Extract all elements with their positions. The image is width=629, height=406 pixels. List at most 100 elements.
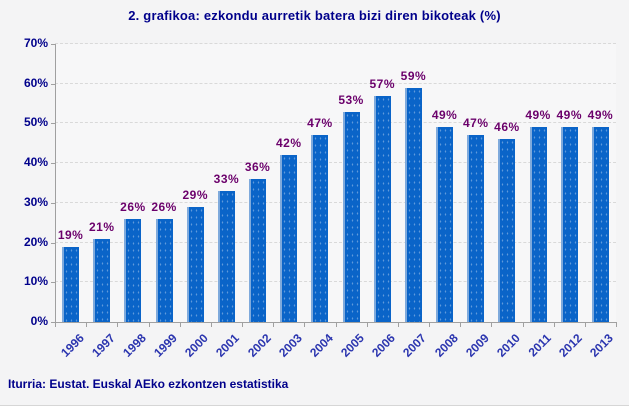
- y-tick-mark: [51, 282, 55, 284]
- x-tick-label: 2006: [369, 331, 399, 360]
- bar-value-label: 49%: [525, 108, 551, 123]
- x-tick-mark: [335, 323, 337, 327]
- x-tick-mark: [179, 323, 181, 327]
- x-tick-label: 1996: [57, 331, 87, 360]
- x-tick-mark: [304, 323, 306, 327]
- x-tick-mark: [553, 323, 555, 327]
- y-tick-mark: [51, 44, 55, 45]
- x-tick-mark: [397, 323, 399, 327]
- y-gridline: [55, 82, 616, 84]
- x-tick-mark: [210, 323, 212, 327]
- plot-area: [55, 44, 616, 322]
- x-tick-label: 2004: [307, 331, 336, 360]
- y-gridline: [55, 43, 616, 44]
- y-tick-mark: [51, 83, 55, 85]
- bar: [498, 139, 516, 322]
- y-tick-label: 70%: [23, 36, 48, 50]
- x-tick-mark: [616, 323, 617, 327]
- x-tick-label: 1997: [88, 331, 118, 360]
- x-tick-mark: [460, 323, 462, 327]
- y-tick-label: 30%: [23, 194, 48, 209]
- x-tick-label: 2011: [525, 331, 554, 360]
- x-tick-label: 2001: [213, 331, 243, 360]
- y-gridline: [55, 122, 616, 124]
- chart-title: 2. grafikoa: ezkondu aurretik batera biz…: [128, 8, 501, 23]
- x-tick-mark: [491, 323, 493, 327]
- y-tick-mark: [51, 163, 55, 165]
- x-tick-mark: [55, 323, 56, 327]
- x-tick-label: 1998: [120, 331, 149, 360]
- bar: [373, 95, 391, 322]
- x-tick-label: 2002: [244, 331, 274, 360]
- x-tick-mark: [273, 323, 275, 327]
- x-tick-label: 2008: [431, 331, 461, 360]
- y-tick-mark: [51, 322, 55, 323]
- y-gridline: [55, 201, 616, 203]
- y-axis-line: [55, 44, 56, 323]
- x-tick-label: 2007: [400, 331, 430, 360]
- bar: [311, 135, 329, 322]
- bar-value-label: 19%: [57, 227, 84, 242]
- bar-value-label: 59%: [400, 68, 427, 83]
- y-tick-label: 50%: [23, 115, 48, 130]
- bar: [404, 87, 422, 322]
- bar: [62, 246, 80, 322]
- bar: [436, 127, 454, 322]
- bar-value-label: 26%: [151, 199, 177, 214]
- bar: [124, 218, 142, 322]
- x-tick-mark: [366, 323, 368, 327]
- bar-value-label: 42%: [275, 136, 302, 151]
- x-tick-mark: [242, 323, 243, 327]
- y-gridline: [55, 241, 616, 243]
- bar-value-label: 49%: [431, 108, 458, 123]
- bar: [342, 111, 360, 322]
- bar: [529, 127, 547, 322]
- x-tick-mark: [584, 323, 586, 327]
- bar: [560, 127, 578, 322]
- y-gridline: [55, 281, 616, 283]
- y-tick-label: 0%: [30, 314, 48, 328]
- bar-value-label: 49%: [587, 108, 614, 123]
- bar-value-label: 33%: [213, 171, 240, 186]
- y-tick-label: 40%: [23, 155, 48, 170]
- bar-value-label: 29%: [182, 187, 209, 202]
- bar: [186, 206, 204, 322]
- source-text: Iturria: Eustat. Euskal AEko ezkontzen e…: [8, 377, 289, 391]
- y-tick-mark: [51, 123, 55, 125]
- x-axis-line: [55, 322, 617, 323]
- bar-value-label: 21%: [88, 219, 115, 234]
- y-tick-label: 10%: [23, 274, 48, 289]
- x-tick-label: 2003: [275, 331, 305, 360]
- bar: [217, 190, 235, 322]
- bar-value-label: 36%: [244, 160, 271, 175]
- x-tick-mark: [429, 323, 430, 327]
- y-tick-label: 20%: [23, 234, 48, 249]
- x-tick-label: 1999: [151, 331, 180, 360]
- y-tick-label: 60%: [23, 75, 48, 90]
- x-tick-label: 2013: [587, 331, 617, 360]
- x-tick-label: 2009: [462, 331, 492, 360]
- bar: [249, 179, 267, 322]
- y-gridline: [55, 162, 616, 164]
- y-tick-mark: [51, 202, 55, 204]
- bar: [280, 155, 298, 322]
- x-tick-mark: [522, 323, 524, 327]
- x-tick-label: 2012: [556, 331, 586, 360]
- x-tick-label: 2010: [494, 331, 523, 360]
- bar-value-label: 46%: [494, 120, 520, 135]
- bar-value-label: 47%: [307, 116, 333, 131]
- bar-value-label: 47%: [462, 116, 489, 131]
- bar-value-label: 57%: [369, 76, 396, 91]
- bar: [591, 127, 609, 322]
- x-tick-mark: [86, 323, 88, 327]
- x-tick-label: 2005: [338, 331, 367, 360]
- y-tick-mark: [51, 242, 55, 244]
- bar: [155, 218, 173, 322]
- bar: [467, 135, 485, 322]
- x-tick-mark: [148, 323, 150, 327]
- x-tick-mark: [117, 323, 119, 327]
- bar-value-label: 53%: [338, 92, 364, 107]
- bar-value-label: 49%: [556, 108, 583, 123]
- x-tick-label: 2000: [182, 331, 212, 360]
